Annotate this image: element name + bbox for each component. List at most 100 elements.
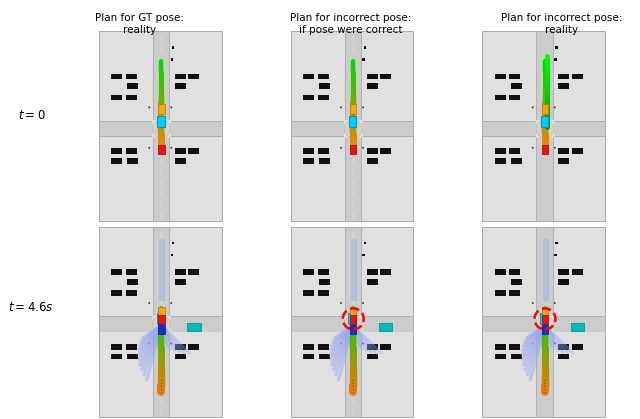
Bar [536, 316, 554, 332]
Bar [161, 309, 162, 315]
Bar [571, 323, 584, 331]
Bar [536, 227, 537, 417]
Text: Plan for incorrect pose:
reality: Plan for incorrect pose: reality [501, 13, 623, 35]
Bar [153, 227, 170, 417]
Text: $t = 4.6s$: $t = 4.6s$ [8, 301, 53, 315]
Bar [161, 254, 162, 260]
Bar [157, 313, 164, 324]
Bar [319, 354, 330, 360]
Bar [161, 409, 162, 414]
Bar [169, 227, 170, 417]
Bar [345, 31, 346, 221]
Circle shape [340, 342, 342, 344]
Bar [536, 31, 554, 221]
Circle shape [161, 383, 162, 384]
Bar [172, 46, 174, 49]
Bar [188, 269, 200, 275]
Polygon shape [345, 132, 349, 137]
Bar [554, 58, 557, 61]
Circle shape [148, 147, 150, 149]
Bar [127, 279, 138, 285]
Bar [509, 269, 520, 275]
Bar [159, 239, 165, 300]
Polygon shape [536, 121, 541, 125]
Bar [495, 74, 506, 79]
Polygon shape [536, 328, 541, 332]
Bar [161, 364, 162, 370]
Circle shape [161, 392, 162, 393]
Bar [111, 290, 122, 296]
Bar [495, 269, 506, 275]
Bar [303, 290, 314, 296]
Circle shape [544, 385, 546, 387]
Bar [175, 269, 186, 275]
Circle shape [161, 385, 162, 387]
Bar [367, 354, 378, 360]
Bar [303, 95, 314, 100]
Circle shape [353, 392, 354, 393]
Bar [317, 95, 329, 100]
Bar [175, 158, 186, 164]
Bar [572, 269, 583, 275]
Bar [99, 316, 221, 317]
Bar [161, 80, 162, 87]
Circle shape [554, 106, 556, 109]
Circle shape [170, 147, 172, 149]
Bar [303, 158, 314, 164]
Bar [175, 344, 186, 349]
Bar [161, 298, 162, 304]
Bar [572, 344, 583, 349]
Bar [317, 74, 329, 79]
Bar [572, 74, 583, 79]
Bar [111, 354, 122, 360]
Bar [559, 279, 570, 285]
Bar [126, 344, 137, 349]
Bar [161, 331, 162, 337]
Bar [291, 331, 413, 332]
Bar [99, 136, 221, 137]
Bar [127, 158, 138, 164]
Circle shape [532, 106, 534, 109]
Polygon shape [358, 121, 362, 125]
Circle shape [353, 385, 354, 387]
Circle shape [340, 147, 342, 149]
Bar [111, 148, 122, 154]
Bar [175, 74, 186, 79]
Bar [559, 269, 570, 275]
Bar [511, 158, 522, 164]
Polygon shape [536, 132, 541, 137]
Bar [553, 227, 554, 417]
Circle shape [161, 380, 162, 381]
Polygon shape [345, 316, 349, 321]
Circle shape [544, 388, 546, 390]
Bar [572, 148, 583, 154]
Bar [319, 158, 330, 164]
Bar [99, 331, 221, 332]
Circle shape [148, 106, 150, 109]
Bar [126, 74, 137, 79]
Bar [161, 243, 162, 249]
Circle shape [544, 392, 546, 393]
Bar [153, 316, 170, 332]
Circle shape [170, 302, 172, 304]
Bar [153, 121, 170, 137]
Bar [367, 83, 378, 89]
Bar [345, 121, 362, 137]
Bar [511, 83, 522, 89]
Bar [542, 315, 548, 324]
Bar [542, 307, 548, 315]
Bar [351, 239, 357, 300]
Polygon shape [358, 328, 362, 332]
Circle shape [148, 302, 150, 304]
Circle shape [353, 388, 354, 390]
Bar [161, 47, 162, 54]
Bar [317, 344, 329, 349]
Bar [161, 114, 162, 120]
Polygon shape [166, 132, 170, 137]
Bar [380, 148, 391, 154]
Bar [126, 148, 137, 154]
Bar [317, 290, 329, 296]
Bar [556, 242, 558, 244]
Circle shape [170, 342, 172, 344]
Circle shape [532, 302, 534, 304]
